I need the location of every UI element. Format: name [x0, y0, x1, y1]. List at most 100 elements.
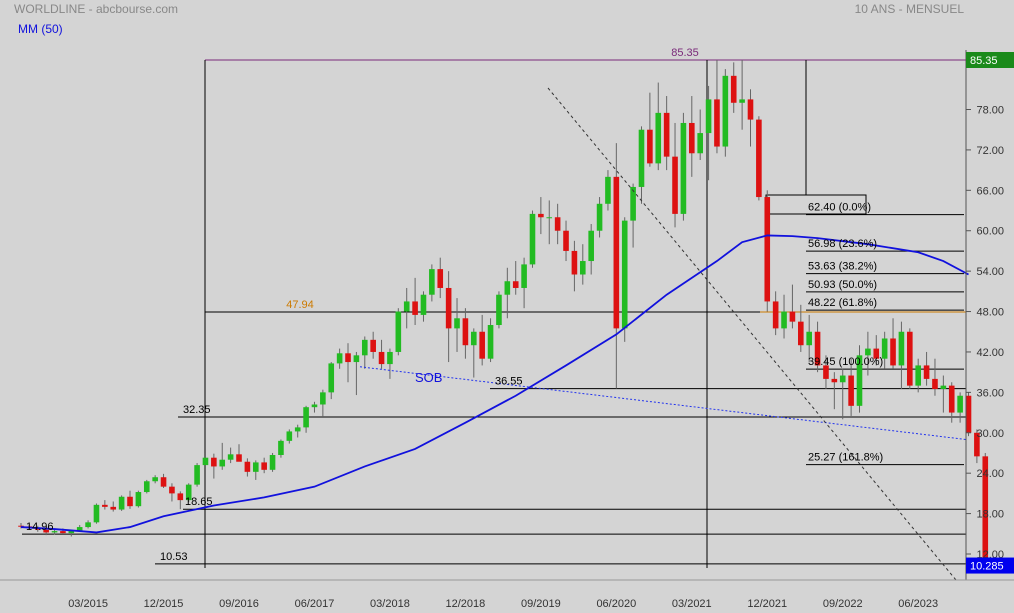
candle-body [236, 454, 242, 462]
candle-body [739, 99, 745, 103]
support-label-1053: 10.53 [160, 551, 188, 563]
candle-body [177, 493, 184, 501]
candle-body [135, 492, 142, 507]
y-tick-label: 30.00 [976, 428, 1004, 440]
candle-body [487, 325, 494, 359]
candle-body [881, 338, 888, 359]
candle-body [102, 504, 108, 507]
high-price-badge-text: 85.35 [970, 55, 998, 67]
candle-body [420, 294, 427, 315]
candle-body [512, 281, 519, 288]
candle-body [496, 294, 502, 326]
level-lines [22, 59, 966, 568]
candle-body [856, 355, 863, 406]
candle-body [814, 331, 821, 366]
candle-body [269, 454, 276, 470]
x-tick-label: 06/2017 [295, 598, 335, 610]
candle-body [160, 477, 167, 487]
fib-level-label: 62.40 (0.0%) [808, 202, 871, 214]
sob-trendline [359, 366, 967, 441]
candle-body [437, 269, 444, 288]
candle-body [470, 331, 477, 346]
candle-body [781, 311, 787, 329]
candle-body [948, 385, 955, 413]
candle-body [672, 156, 678, 214]
candle-body [504, 281, 511, 295]
candle-body [714, 99, 720, 147]
candle-body [194, 465, 200, 485]
candle-body [772, 301, 779, 329]
candle-body [403, 301, 410, 312]
fib-level-label: 50.93 (50.0%) [808, 279, 877, 291]
fib-level-label: 25.27 (161.8%) [808, 452, 883, 464]
candle-body [51, 531, 58, 533]
x-tick-label: 06/2020 [596, 598, 636, 610]
y-tick-label: 60.00 [976, 226, 1004, 238]
candle-body [85, 522, 91, 528]
candle-body [579, 261, 586, 275]
overlay-lines [20, 87, 969, 581]
candle-body [588, 230, 594, 262]
support-label-1496: 14.96 [26, 521, 54, 533]
y-tick-label: 54.00 [976, 266, 1004, 278]
candle-body [974, 432, 980, 457]
candle-body [110, 506, 117, 510]
candle-body [923, 365, 930, 379]
resistance-label: 47.94 [286, 299, 314, 311]
candle-body [756, 119, 762, 198]
high-price-badge [966, 52, 1014, 68]
candle-body [361, 339, 368, 356]
sob-annotation: SOB [415, 370, 442, 385]
y-tick-label: 24.00 [976, 468, 1004, 480]
candle-body [152, 477, 158, 482]
candle-body [722, 75, 729, 147]
candle-body [655, 112, 662, 164]
candle-body [789, 311, 796, 322]
level-labels: 85.35 47.94 36.55 32.35 18.65 14.96 10.53 62.40… [26, 47, 883, 563]
candle-body [940, 385, 947, 389]
x-tick-label: 12/2018 [446, 598, 486, 610]
candle-body [823, 365, 829, 379]
candle-body [747, 99, 754, 120]
candle-body [454, 318, 460, 329]
candle-body [328, 363, 335, 393]
y-tick-label: 42.00 [976, 347, 1004, 359]
chart-title: WORLDLINE - abcbourse.com [14, 2, 178, 16]
candle-body [143, 481, 150, 493]
candle-body [563, 230, 569, 251]
candle-body [211, 457, 217, 467]
candle-body [378, 351, 385, 365]
last-price-badge [966, 557, 1014, 574]
candle-body [252, 462, 259, 472]
candle-body [278, 440, 284, 455]
y-tick-label: 66.00 [976, 185, 1004, 197]
candle-body [898, 331, 905, 366]
candle-body [848, 375, 854, 406]
fib-level-label: 53.63 (38.2%) [808, 261, 877, 273]
candle-body [663, 112, 670, 157]
x-tick-label: 06/2023 [898, 598, 938, 610]
candle-body [613, 176, 620, 329]
candle-body [730, 75, 737, 103]
candle-body [370, 339, 376, 352]
candle-body [261, 462, 267, 470]
candle-body [865, 348, 871, 356]
candlestick-series [18, 60, 989, 566]
candle-body [93, 504, 100, 523]
support-label-3235: 32.35 [183, 404, 211, 416]
candle-body [462, 318, 469, 346]
candle-body [60, 531, 66, 534]
candle-body [806, 331, 812, 346]
indicator-label: MM (50) [18, 22, 63, 36]
chart-period: 10 ANS - MENSUEL [855, 2, 965, 16]
candle-body [915, 365, 921, 386]
candle-body [605, 176, 611, 204]
x-tick-label: 09/2022 [823, 598, 863, 610]
candle-body [303, 407, 309, 428]
candle-body [764, 197, 771, 302]
last-price-badge-text: 10.285 [970, 561, 1004, 573]
candle-body [529, 213, 536, 265]
candle-body [395, 311, 402, 352]
candle-body [445, 287, 452, 329]
candle-body [429, 269, 435, 295]
